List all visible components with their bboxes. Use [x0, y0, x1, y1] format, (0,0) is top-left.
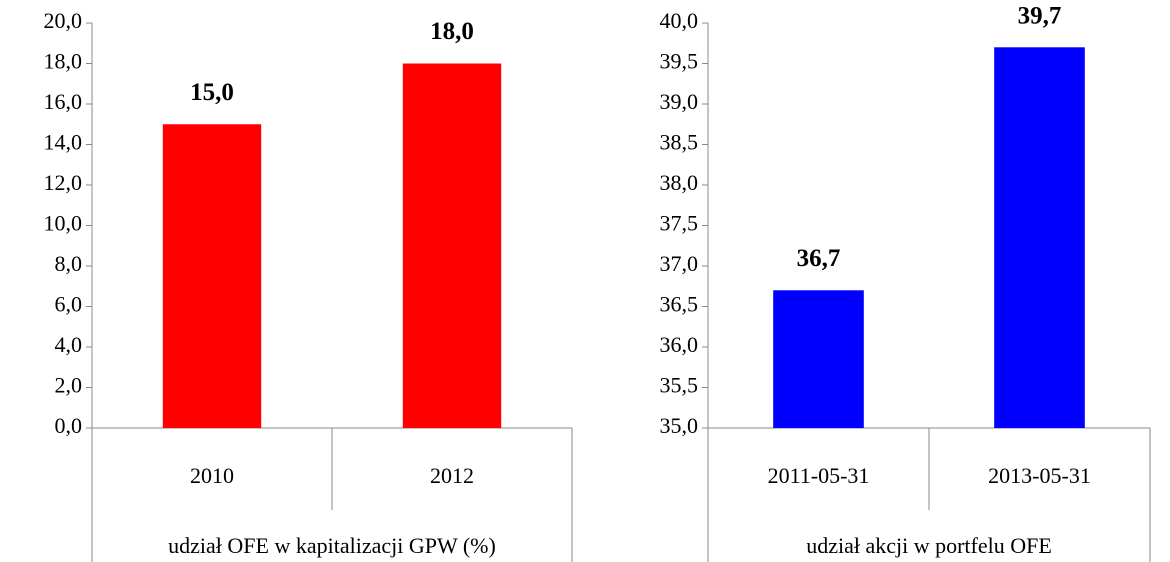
y-tick-label: 10,0	[44, 211, 83, 236]
y-tick-label: 20,0	[44, 8, 83, 33]
y-tick-label: 38,0	[660, 170, 699, 195]
y-tick-label: 18,0	[44, 49, 83, 74]
y-tick-label: 38,5	[660, 130, 699, 155]
y-tick-label: 37,5	[660, 211, 699, 236]
y-tick-label: 39,0	[660, 89, 699, 114]
bar	[162, 124, 262, 428]
value-label: 18,0	[430, 18, 474, 45]
y-tick-label: 8,0	[55, 251, 83, 276]
y-tick-label: 37,0	[660, 251, 699, 276]
y-tick-label: 40,0	[660, 8, 699, 33]
x-tick-label: 2010	[190, 463, 234, 488]
x-tick-label: 2011-05-31	[768, 463, 870, 488]
y-tick-label: 39,5	[660, 49, 699, 74]
bar	[994, 47, 1085, 429]
value-label: 39,7	[1018, 3, 1062, 30]
y-tick-label: 4,0	[55, 332, 83, 357]
y-tick-label: 6,0	[55, 292, 83, 317]
y-tick-label: 36,0	[660, 332, 699, 357]
x-tick-label: 2012	[430, 463, 474, 488]
x-tick-label: 2013-05-31	[988, 463, 1091, 488]
y-tick-label: 12,0	[44, 170, 83, 195]
x-axis-label: udział OFE w kapitalizacji GPW (%)	[168, 533, 496, 558]
y-tick-label: 0,0	[55, 413, 83, 438]
y-tick-label: 2,0	[55, 373, 83, 398]
bar	[773, 290, 864, 428]
x-axis-label: udział akcji w portfelu OFE	[806, 533, 1052, 558]
y-tick-label: 36,5	[660, 292, 699, 317]
y-tick-label: 35,5	[660, 373, 699, 398]
y-tick-label: 35,0	[660, 413, 699, 438]
y-tick-label: 16,0	[44, 89, 83, 114]
y-tick-label: 14,0	[44, 130, 83, 155]
bar	[402, 63, 502, 428]
value-label: 15,0	[190, 79, 234, 106]
value-label: 36,7	[797, 245, 841, 272]
